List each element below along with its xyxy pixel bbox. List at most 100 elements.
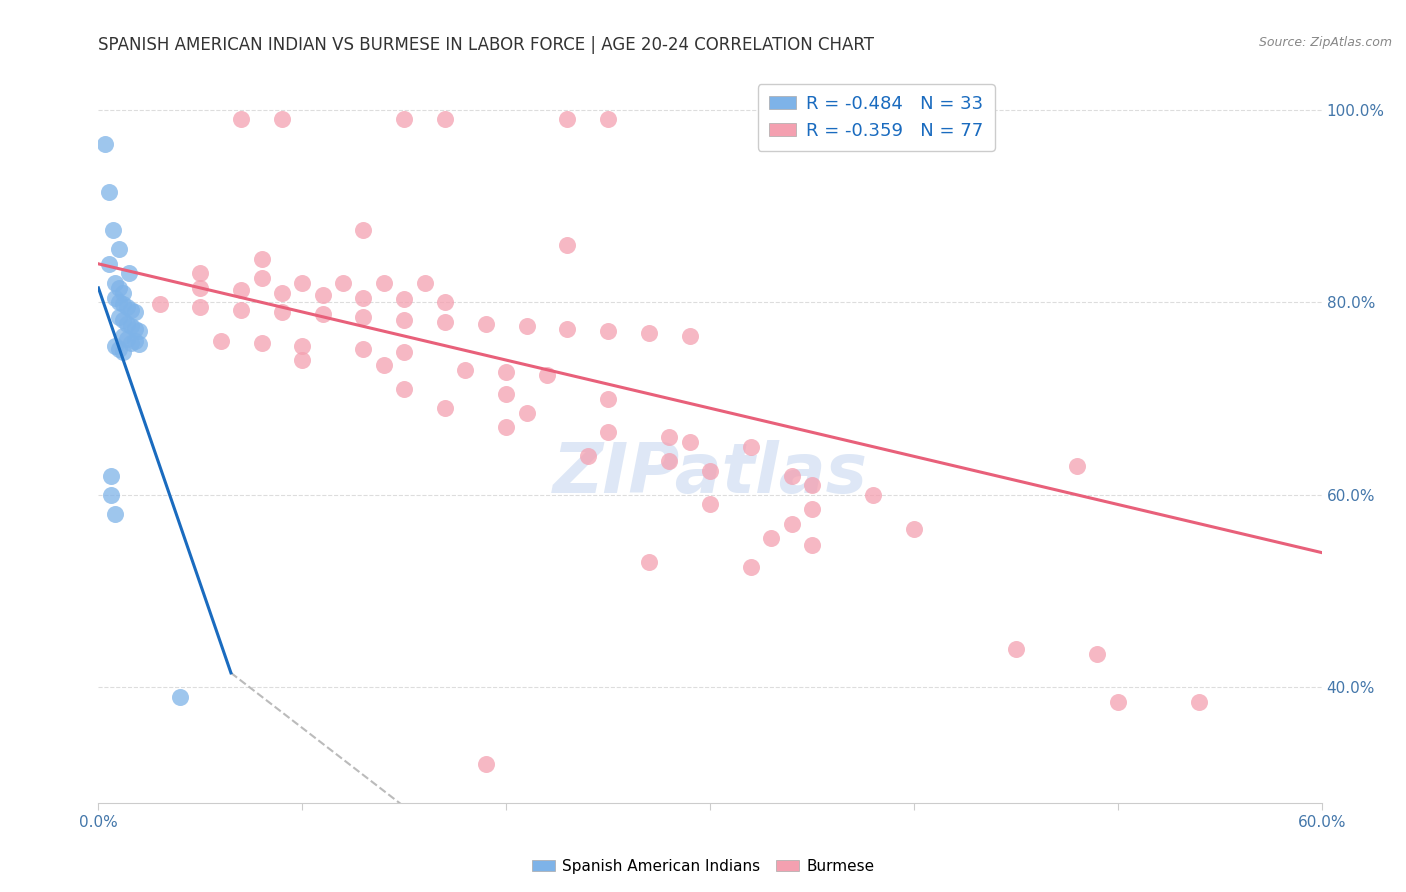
Point — [598, 425, 620, 440]
Point — [1188, 695, 1211, 709]
Point — [270, 285, 294, 300]
Point — [312, 287, 335, 301]
Point — [557, 322, 579, 336]
Point — [270, 112, 294, 127]
Point — [291, 353, 314, 368]
Point — [104, 339, 127, 353]
Point — [638, 555, 661, 569]
Point — [1107, 695, 1129, 709]
Point — [598, 392, 620, 406]
Point — [352, 223, 374, 237]
Point — [124, 305, 146, 319]
Point — [250, 252, 273, 266]
Point — [115, 332, 138, 346]
Point — [120, 335, 142, 350]
Point — [128, 324, 150, 338]
Point — [270, 305, 294, 319]
Point — [373, 358, 395, 372]
Point — [780, 468, 803, 483]
Point — [1066, 458, 1088, 473]
Point — [1085, 647, 1108, 661]
Point — [536, 368, 558, 382]
Point — [97, 185, 120, 199]
Point — [699, 464, 721, 478]
Point — [108, 310, 131, 324]
Point — [392, 345, 416, 359]
Point — [495, 365, 517, 379]
Point — [188, 267, 212, 281]
Point — [104, 507, 127, 521]
Point — [188, 281, 212, 295]
Point — [149, 297, 172, 311]
Point — [97, 257, 120, 271]
Point — [679, 434, 702, 449]
Point — [903, 521, 925, 535]
Point — [169, 690, 191, 704]
Point — [658, 430, 681, 444]
Point — [115, 300, 138, 314]
Point — [557, 237, 579, 252]
Point — [434, 112, 457, 127]
Point — [352, 291, 374, 305]
Point — [373, 276, 395, 290]
Point — [111, 285, 134, 300]
Point — [780, 516, 803, 531]
Point — [761, 531, 783, 545]
Point — [495, 420, 517, 434]
Point — [291, 276, 314, 290]
Point — [516, 319, 538, 334]
Point — [101, 223, 124, 237]
Point — [104, 276, 127, 290]
Point — [392, 382, 416, 396]
Point — [108, 243, 131, 257]
Point — [104, 291, 127, 305]
Point — [474, 317, 498, 331]
Point — [679, 329, 702, 343]
Point — [392, 312, 416, 326]
Point — [474, 757, 498, 772]
Point — [434, 315, 457, 329]
Point — [557, 112, 579, 127]
Point — [392, 112, 416, 127]
Point — [209, 334, 232, 348]
Point — [231, 112, 253, 127]
Point — [495, 386, 517, 401]
Point — [108, 295, 131, 310]
Legend: R = -0.484   N = 33, R = -0.359   N = 77: R = -0.484 N = 33, R = -0.359 N = 77 — [758, 84, 994, 151]
Point — [516, 406, 538, 420]
Point — [638, 326, 661, 340]
Point — [352, 342, 374, 356]
Point — [100, 468, 122, 483]
Point — [118, 267, 141, 281]
Point — [120, 303, 142, 318]
Point — [111, 297, 134, 311]
Point — [658, 454, 681, 468]
Point — [108, 342, 131, 356]
Point — [801, 502, 824, 516]
Point — [801, 538, 824, 552]
Point — [352, 310, 374, 324]
Point — [250, 271, 273, 285]
Point — [801, 478, 824, 492]
Text: ZIPatlas: ZIPatlas — [553, 440, 868, 508]
Point — [108, 281, 131, 295]
Point — [250, 335, 273, 350]
Point — [740, 560, 762, 574]
Point — [332, 276, 354, 290]
Point — [434, 401, 457, 416]
Point — [115, 317, 138, 331]
Point — [128, 336, 150, 351]
Point — [740, 440, 762, 454]
Point — [111, 312, 134, 326]
Point — [111, 329, 134, 343]
Point — [124, 322, 146, 336]
Point — [576, 450, 599, 464]
Point — [93, 136, 115, 151]
Point — [862, 488, 884, 502]
Point — [434, 295, 457, 310]
Legend: Spanish American Indians, Burmese: Spanish American Indians, Burmese — [526, 853, 880, 880]
Point — [188, 300, 212, 314]
Text: Source: ZipAtlas.com: Source: ZipAtlas.com — [1258, 36, 1392, 49]
Point — [291, 339, 314, 353]
Point — [1004, 641, 1026, 656]
